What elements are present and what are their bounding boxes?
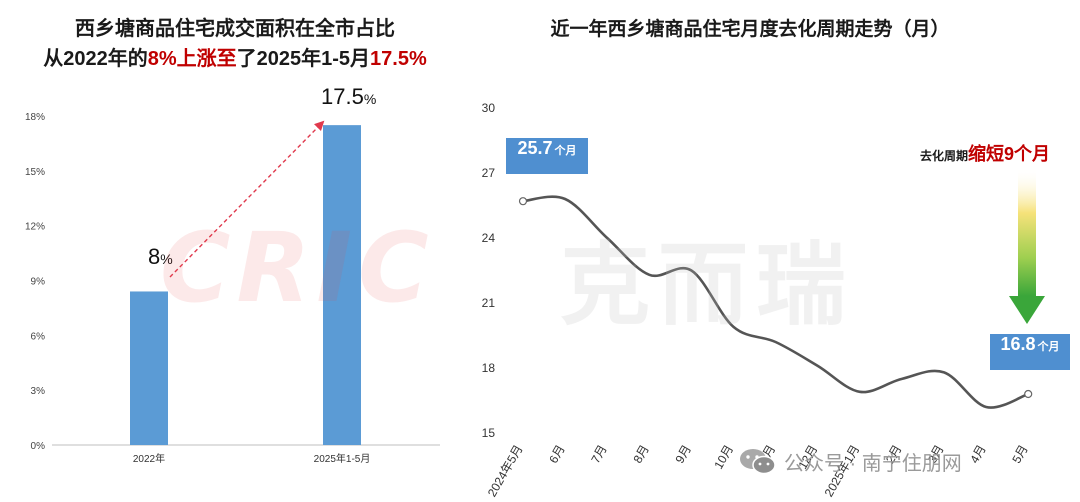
line-x-tick-label: 8月	[630, 443, 651, 466]
bar-y-tick-label: 18%	[25, 112, 45, 123]
line-y-tick-label: 24	[482, 231, 496, 245]
increase-arrow	[169, 120, 325, 278]
wechat-label: 公众号 · 南宁住朋网	[784, 452, 962, 475]
line-y-tick-label: 30	[482, 101, 496, 115]
series-line	[522, 195, 1029, 409]
shorten-arrow-shaft	[1018, 168, 1036, 296]
right-chart-panel: 近一年西乡塘商品住宅月度去化周期走势（月）	[470, 0, 1080, 502]
bar-y-tick-label: 12%	[25, 222, 45, 233]
title-text-prefix: 从2022年的	[43, 48, 148, 70]
bar-y-tick-label: 3%	[31, 386, 46, 397]
line-y-tick-label: 15	[482, 426, 496, 440]
line-y-tick-label: 21	[482, 296, 496, 310]
end-callout-value: 16.8	[1000, 334, 1036, 354]
end-value-callout: 16.8 个月	[990, 334, 1070, 370]
left-chart-panel: 西乡塘商品住宅成交面积在全市占比 从2022年的8%上涨至了2025年1-5月1…	[0, 0, 470, 502]
bar-value-label: 8%	[148, 244, 173, 269]
title-text-mid: 了2025年1-5月	[236, 48, 371, 70]
start-point-marker	[518, 197, 528, 206]
line-x-tick-label: 2024年5月	[485, 443, 526, 500]
wechat-footer: 公众号 · 南宁住朋网	[738, 446, 962, 476]
bar-category-label: 2022年	[133, 452, 165, 465]
bar-value-unit: %	[160, 251, 172, 267]
start-value-callout: 25.7 个月	[506, 138, 588, 174]
bar-2	[323, 125, 361, 445]
line-x-tick-label: 10月	[711, 443, 736, 472]
bar-y-tick-label: 6%	[31, 331, 46, 342]
title-highlight-end: 17.5%	[370, 48, 427, 70]
bar-value-label: 17.5%	[321, 84, 376, 109]
line-x-tick-label: 7月	[588, 443, 609, 466]
bar-value-number: 8	[148, 244, 160, 269]
line-x-tick-label: 5月	[1009, 443, 1030, 466]
title-highlight-start: 8%上涨至	[147, 48, 237, 70]
shorten-emph-text: 缩短9个月	[968, 144, 1051, 164]
bar-y-tick-label: 15%	[25, 167, 45, 178]
start-callout-value: 25.7	[517, 138, 553, 158]
end-point-marker	[1024, 389, 1033, 399]
end-callout-unit: 个月	[1037, 341, 1060, 353]
bar-category-label: 2025年1-5月	[314, 452, 371, 465]
left-chart-title-line2: 从2022年的8%上涨至了2025年1-5月17.5%	[0, 42, 470, 71]
line-y-tick-label: 27	[482, 166, 496, 180]
line-x-tick-label: 4月	[967, 443, 988, 466]
shorten-arrow-head	[1009, 296, 1045, 324]
bar-1	[130, 291, 168, 445]
start-callout-unit: 个月	[554, 145, 577, 157]
line-x-tick-label: 6月	[546, 443, 567, 466]
right-chart-title: 近一年西乡塘商品住宅月度去化周期走势（月）	[550, 19, 950, 40]
shorten-lead-text: 去化周期	[920, 149, 969, 163]
wechat-icon	[740, 449, 776, 475]
bar-y-tick-label: 9%	[31, 277, 46, 288]
shorten-annotation: 去化周期缩短9个月	[920, 140, 1050, 166]
line-y-tick-label: 18	[482, 361, 496, 375]
line-x-tick-label: 9月	[673, 443, 694, 466]
bar-value-unit: %	[364, 91, 376, 107]
left-chart-title-line1: 西乡塘商品住宅成交面积在全市占比	[75, 18, 395, 40]
bar-value-number: 17.5	[321, 84, 364, 109]
bar-y-tick-label: 0%	[31, 441, 46, 452]
bar-chart: 0%3%6%9%12%15%18% 2022年 2025年1-5月8%17.5%	[25, 84, 440, 465]
